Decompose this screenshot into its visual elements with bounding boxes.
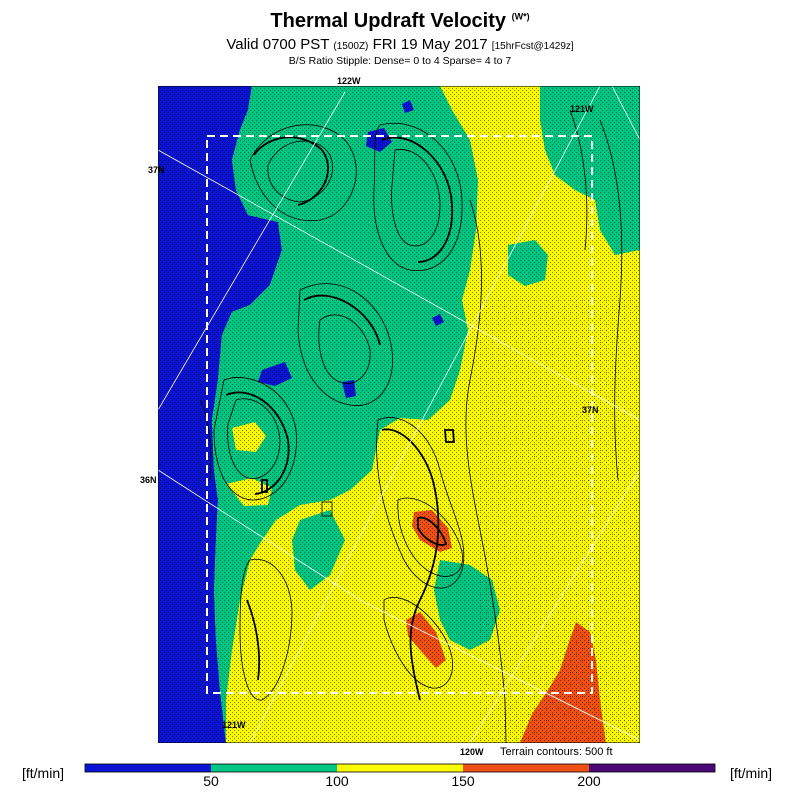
- terrain-contours-bold: [225, 136, 455, 701]
- label-120w-bottom: 120W: [460, 747, 484, 757]
- label-37n-left: 37N: [158, 165, 165, 175]
- stipple-sparse: [480, 300, 640, 743]
- label-122w-top-out: 122W: [337, 76, 361, 86]
- colorbar: [ft/min] [ft/min] 50 100 150 200: [22, 763, 772, 789]
- colorbar-unit-right: [ft/min]: [730, 765, 772, 781]
- terrain-contours: [199, 109, 623, 743]
- colorbar-tick-150: 150: [451, 773, 475, 789]
- terrain-contours-note: Terrain contours: 500 ft: [500, 746, 613, 758]
- colorbar-unit-left: [ft/min]: [22, 765, 64, 781]
- colorbar-seg-1: [211, 764, 337, 772]
- grid-cell-marker: [321, 501, 333, 517]
- inner-domain-box: [206, 135, 593, 694]
- graticule: [158, 86, 640, 743]
- colorbar-seg-0: [85, 764, 211, 772]
- updraft-map[interactable]: 122W 121W 37N 37N 36N 121W: [158, 86, 640, 743]
- label-36n-left-out: 36N: [140, 475, 157, 485]
- label-37n-right: 37N: [582, 405, 599, 415]
- map-title: Thermal Updraft Velocity (W*): [270, 10, 530, 32]
- colorbar-tick-50: 50: [203, 773, 219, 789]
- valid-time-line: Valid 0700 PST (1500Z) FRI 19 May 2017 […: [226, 36, 574, 53]
- colorbar-tick-200: 200: [577, 773, 601, 789]
- stipple-legend-note: B/S Ratio Stipple: Dense= 0 to 4 Sparse=…: [288, 55, 512, 67]
- colorbar-seg-4: [589, 764, 715, 772]
- colorbar-seg-3: [463, 764, 589, 772]
- colorbar-outline: [84, 763, 716, 773]
- label-121w-bottom: 121W: [222, 720, 246, 730]
- colorbar-seg-2: [337, 764, 463, 772]
- colorbar-tick-100: 100: [325, 773, 349, 789]
- label-121w-top: 121W: [570, 104, 594, 114]
